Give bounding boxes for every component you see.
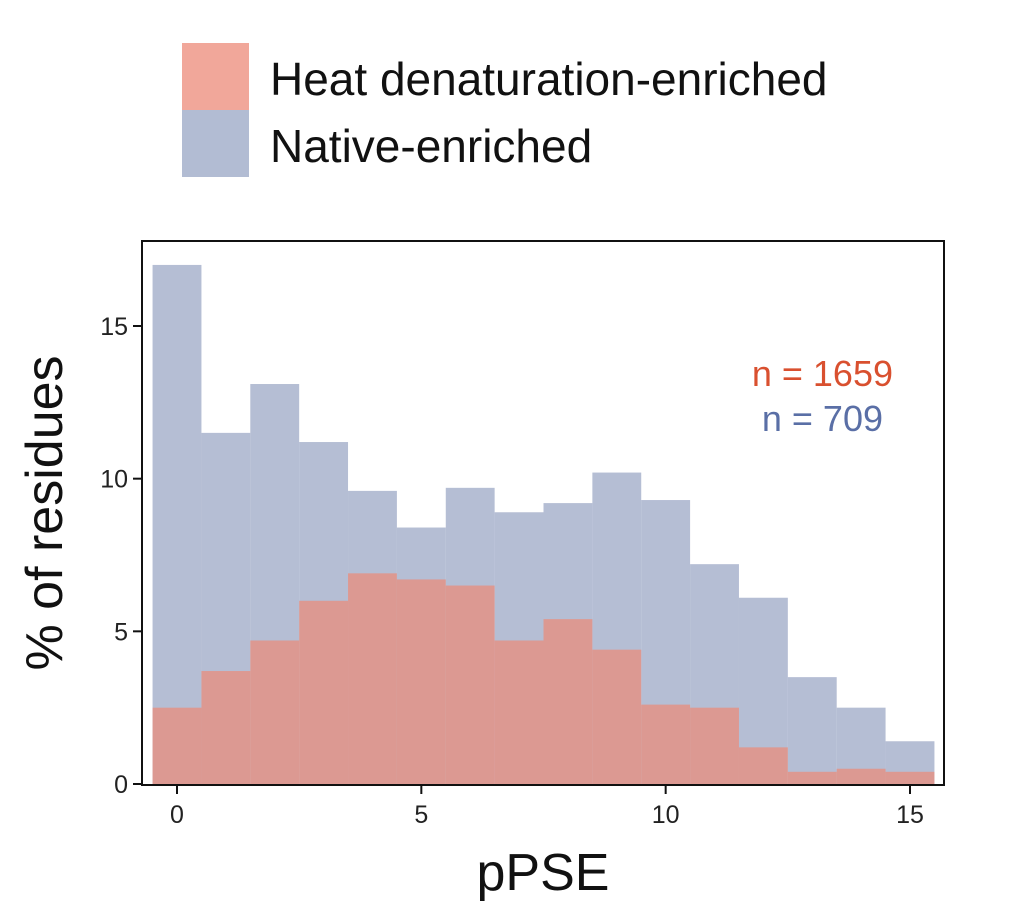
bar-heat-7 — [494, 640, 544, 784]
plot-frame — [141, 240, 945, 786]
bar-heat-9 — [592, 649, 642, 784]
x-tick-label-5: 5 — [414, 801, 428, 829]
bar-heat-15 — [885, 771, 935, 784]
axis-ticks: 0 5 10 15 0 5 10 15 — [100, 313, 924, 829]
bar-heat-1 — [201, 671, 251, 784]
bar-heat-2 — [250, 640, 300, 784]
bar-heat-0 — [152, 707, 202, 784]
bar-heat-6 — [445, 585, 495, 784]
bar-heat-5 — [396, 579, 446, 784]
x-axis-title: pPSE — [477, 844, 610, 902]
bar-heat-8 — [543, 619, 593, 784]
y-tick-label-15: 15 — [100, 313, 128, 341]
legend: Heat denaturation-enriched Native-enrich… — [182, 43, 827, 177]
bar-native-0 — [152, 264, 202, 784]
bar-heat-13 — [787, 771, 837, 784]
bar-heat-10 — [641, 704, 691, 784]
x-tick-label-15: 15 — [896, 801, 924, 829]
y-tick-label-10: 10 — [100, 466, 128, 494]
bar-heat-12 — [738, 747, 788, 784]
x-tick-label-0: 0 — [170, 801, 184, 829]
legend-label-heat: Heat denaturation-enriched — [270, 53, 827, 105]
y-tick-label-5: 5 — [114, 618, 128, 646]
legend-label-native: Native-enriched — [270, 120, 592, 172]
bar-heat-3 — [299, 600, 349, 784]
count-label-native: n = 709 — [762, 398, 883, 439]
y-axis-title: % of residues — [16, 355, 74, 670]
bar-heat-11 — [690, 707, 739, 784]
y-tick-label-0: 0 — [114, 771, 128, 799]
x-tick-label-10: 10 — [652, 801, 680, 829]
legend-swatch-native — [182, 110, 249, 177]
bar-heat-4 — [348, 573, 397, 784]
bars-group — [152, 264, 935, 784]
count-label-heat: n = 1659 — [752, 353, 893, 394]
bar-native-13 — [787, 677, 837, 784]
bar-heat-14 — [836, 768, 886, 784]
legend-swatch-heat — [182, 43, 249, 110]
